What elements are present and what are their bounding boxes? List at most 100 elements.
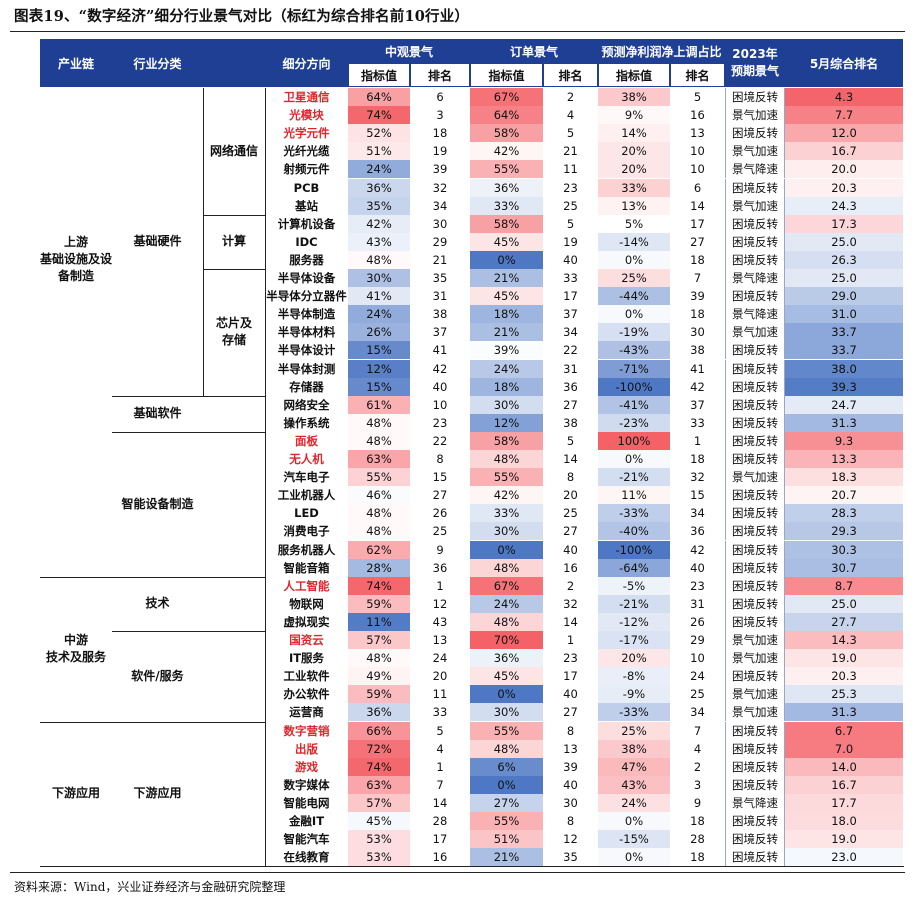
order-value-cell: 67% [470,88,543,107]
profit-value-cell: -43% [598,341,670,360]
mid-rank-cell: 17 [432,832,448,847]
profit-rank-cell: 18 [690,814,705,829]
order-rank-cell: 16 [563,560,578,575]
mid-rank-cell: 29 [432,234,448,249]
rank-cell: 16.7 [785,142,903,161]
mid-value-cell: 53% [348,830,410,849]
expect-cell: 景气加速 [725,685,785,704]
profit-rank-cell: 10 [690,144,705,159]
header-mid-value-label: 指标值 [348,63,410,87]
expect-cell: 景气降速 [725,305,785,324]
profit-rank-cell: 10 [690,162,705,177]
direction-cell: 在线教育 [283,850,330,865]
direction-cell: 基站 [295,198,318,213]
direction-cell: 存储器 [289,379,324,394]
rank-cell: 17.3 [785,214,903,233]
mid-value-cell: 48% [348,504,410,523]
direction-cell: 半导体制造 [277,307,336,322]
rank-cell: 27.7 [785,612,903,631]
column-rule [203,88,204,396]
profit-value-cell: 100% [598,431,670,450]
mid-rank-cell: 39 [432,162,448,177]
order-value-cell: 24% [470,359,543,378]
mid-value-cell: 57% [348,631,410,650]
profit-rank-cell: 5 [693,90,702,105]
profit-value-cell: 43% [598,775,670,794]
rank-cell: 20.7 [785,486,903,505]
profit-value-cell: 47% [598,757,670,776]
profit-rank-cell: 1 [693,433,702,448]
mid-rank-cell: 10 [432,397,448,412]
direction-cell: 数字营销 [283,723,330,738]
mid-value-cell: 74% [348,576,410,595]
mid-rank-cell: 13 [432,633,448,648]
mid-rank-cell: 30 [432,216,448,231]
direction-cell: 卫星通信 [283,90,330,105]
profit-rank-cell: 15 [690,488,705,503]
order-value-cell: 12% [470,413,543,432]
mid-rank-cell: 37 [432,325,448,340]
expect-cell: 景气加速 [725,468,785,487]
order-rank-cell: 17 [563,669,578,684]
direction-cell: 虚拟现实 [283,614,330,629]
profit-value-cell: 0% [598,812,670,831]
expect-cell: 困境反转 [725,812,785,831]
profit-value-cell: -5% [598,576,670,595]
profit-value-cell: 9% [598,106,670,125]
order-value-cell: 55% [470,468,543,487]
expect-cell: 景气加速 [725,703,785,722]
mid-value-cell: 45% [348,812,410,831]
header-expect: 2023年 预期景气 [725,39,785,87]
mid-rank-cell: 22 [432,433,448,448]
order-rank-cell: 14 [563,614,578,629]
rank-cell: 25.0 [785,269,903,288]
expect-cell: 困境反转 [725,739,785,758]
profit-value-cell: 0% [598,848,670,867]
expect-cell: 困境反转 [725,287,785,306]
column-rule [265,88,266,867]
order-value-cell: 30% [470,395,543,414]
expect-cell: 困境反转 [725,214,785,233]
expect-cell: 困境反转 [725,341,785,360]
header-subcategory [203,39,265,87]
profit-value-cell: -41% [598,395,670,414]
order-rank-cell: 36 [563,379,578,394]
mid-value-cell: 48% [348,649,410,668]
profit-rank-cell: 2 [693,759,702,774]
profit-value-cell: 5% [598,214,670,233]
expect-cell: 困境反转 [725,558,785,577]
expect-cell: 困境反转 [725,504,785,523]
mid-value-cell: 63% [348,450,410,469]
direction-cell: 消费电子 [283,524,330,539]
rank-cell: 4.3 [785,88,903,107]
order-rank-cell: 38 [563,415,578,430]
header-profit-rank-label: 排名 [670,63,725,87]
header-order-rank-label: 排名 [543,63,598,87]
mid-rank-cell: 20 [432,669,448,684]
profit-rank-cell: 29 [690,633,705,648]
expect-cell: 景气降速 [725,793,785,812]
rank-cell: 16.7 [785,775,903,794]
order-rank-cell: 25 [563,506,578,521]
order-rank-cell: 17 [563,289,578,304]
header-profit-value-label: 指标值 [598,63,670,87]
mid-rank-cell: 27 [432,488,448,503]
category-label: 基础软件 [133,406,182,421]
rank-cell: 18.0 [785,812,903,831]
direction-cell: 计算机设备 [277,216,336,231]
profit-rank-cell: 30 [690,325,705,340]
direction-cell: 工业机器人 [277,488,336,503]
profit-rank-cell: 34 [690,506,705,521]
mid-value-cell: 35% [348,196,410,215]
direction-cell: 出版 [295,741,318,756]
row-rule [203,214,265,216]
mid-rank-cell: 43 [432,614,448,629]
mid-rank-cell: 16 [432,850,448,865]
mid-rank-cell: 42 [432,361,448,376]
mid-rank-cell: 6 [436,90,444,105]
mid-value-cell: 15% [348,341,410,360]
order-rank-cell: 40 [563,252,578,267]
profit-rank-cell: 18 [690,452,705,467]
direction-cell: 人工智能 [283,578,330,593]
profit-value-cell: 25% [598,721,670,740]
